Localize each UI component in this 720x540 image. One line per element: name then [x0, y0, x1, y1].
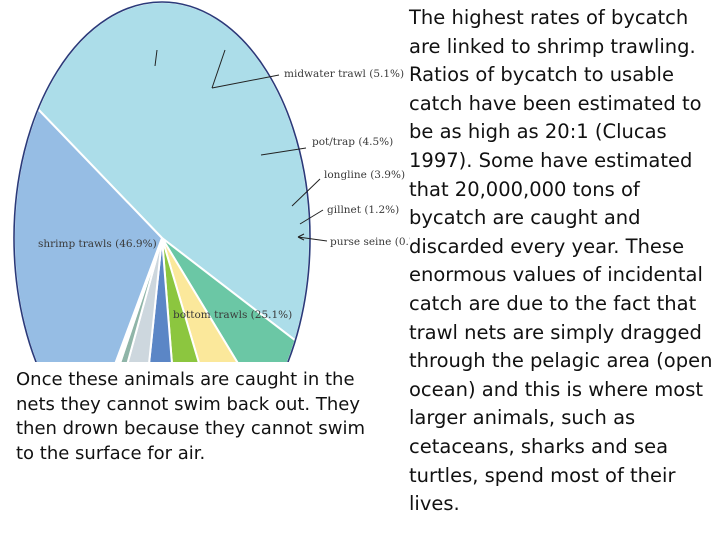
caption-text: Once these animals are caught in the net… — [16, 369, 366, 464]
slice-label-midwater-trawl: midwater trawl (5.1%) — [284, 68, 404, 80]
pie-slice-unlabeled — [161, 237, 200, 362]
bycatch-pie-chart: shrimp trawls (46.9%) midwater trawl (5.1… — [13, 1, 410, 362]
slice-label-longline: longline (3.9%) — [324, 169, 405, 181]
slice-label-purse-seine: purse seine (0.7%) — [330, 236, 410, 248]
pie-slice-pot-trap — [148, 237, 173, 362]
pie-slice-midwater-trawl — [161, 237, 239, 362]
slice-label-pot-trap: pot/trap (4.5%) — [312, 136, 393, 148]
leader-line-top-1 — [154, 49, 158, 67]
body-text: The highest rates of bycatch are linked … — [409, 6, 713, 516]
leader-line-pot-trap — [260, 147, 307, 156]
leader-line-top-2 — [211, 49, 226, 89]
slice-label-shrimp-trawls: shrimp trawls (46.9%) — [38, 238, 157, 250]
leader-arrow-purse-seine — [297, 233, 328, 242]
leader-line-gillnet — [299, 209, 324, 225]
slice-label-gillnet: gillnet (1.2%) — [327, 204, 399, 216]
leader-line-midwater-trawl — [211, 74, 280, 89]
slice-label-bottom-trawls: bottom trawls (25.1%) — [173, 309, 292, 321]
leader-line-longline — [291, 178, 321, 207]
pie-outline — [13, 1, 311, 362]
